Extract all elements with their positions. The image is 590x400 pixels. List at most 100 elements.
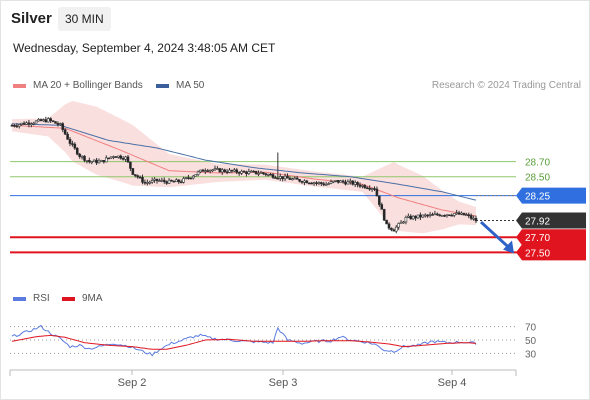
legend-ma50: MA 50 [156,80,204,91]
projection-arrow-shaft [479,220,512,250]
rsi-tick-label: 70 [525,323,537,334]
candle-body [194,174,197,177]
candle-body [153,178,156,181]
candle-body [407,215,410,218]
candle-body [402,221,405,224]
candle-body [208,169,212,172]
candle-body [414,215,417,219]
x-tick-label: Sep 4 [438,377,467,389]
candle-body [455,212,458,215]
candle-body [230,169,234,172]
candle-body [259,172,263,174]
candle-body [88,159,91,163]
candle-body [469,215,473,219]
candle-body [160,179,164,182]
candle-body [167,179,171,184]
candle-body [233,169,236,172]
candle-body [112,156,115,158]
candle-body [351,180,355,185]
candle-body [148,181,152,184]
candle-body [143,181,147,184]
candle-body [349,180,352,183]
candle-body [397,223,400,228]
candle-body [42,119,45,122]
candle-body [121,158,125,160]
candle-body [182,178,185,183]
candle-body [245,171,248,175]
candle-body [124,156,127,160]
report-datetime: Wednesday, September 4, 2024 3:48:05 AM … [13,41,276,55]
candle-body [17,124,21,127]
candle-body [271,174,275,178]
candle-body [363,185,367,189]
candle-body [373,188,376,190]
rsi-ma-swatch [62,296,75,301]
candle-body [146,182,149,184]
candle-body [365,187,369,190]
candle-body [133,174,137,176]
candle-body [119,155,123,159]
candle-body [336,179,340,183]
candle-body [283,175,287,180]
candle-body [83,155,86,161]
rsi-tick-label: 50 [525,336,537,347]
candle-body [278,176,282,179]
candle-body [95,159,98,164]
candle-body [382,209,386,221]
level-tag-28.25 [516,187,586,204]
candle-body [346,181,350,185]
candle-body [189,177,193,180]
candle-body [90,161,94,164]
legend-rsi-ma: 9MA [62,293,103,304]
candle-body [300,181,304,183]
candle-body [54,121,57,124]
candle-body [254,170,258,175]
interval-selector[interactable]: 30 MIN [58,7,111,31]
candle-body [324,184,328,186]
candle-body [22,122,26,125]
candle-body [117,155,120,158]
candle-body [78,153,81,157]
candle-body [472,217,475,220]
candle-body [474,217,478,222]
candle-body [136,175,139,178]
level-label-27.50: 27.50 [525,248,550,259]
level-label-28.50: 28.50 [525,173,550,184]
candle-body [419,214,422,218]
candle-body [30,123,33,126]
candle-body [394,226,398,232]
candle-body [375,188,379,197]
ma50-line [11,123,477,201]
level-label-27.92: 27.92 [525,217,550,228]
candle-body [303,180,306,183]
candle-body [462,212,466,216]
candle-body [341,180,345,183]
candle-body [15,125,19,128]
candle-body [361,185,364,187]
level-label-28.25: 28.25 [525,192,550,203]
candle-body [264,173,268,176]
candle-body [20,122,23,125]
candle-body [191,175,195,179]
candle-body [170,179,173,182]
candle-body [187,177,190,179]
candle-body [411,215,415,220]
ma20-swatch [13,83,26,88]
candle-body [312,182,316,185]
candle-body [262,172,265,174]
candle-body [392,229,396,232]
candle-body [467,214,471,217]
candle-body [114,156,118,158]
candle-body [295,177,299,180]
candle-body [228,169,231,173]
candle-body [138,176,142,179]
candle-body [39,119,43,122]
bollinger-band [12,100,476,234]
candle-body [353,182,357,185]
candle-body [25,122,28,125]
candle-body [68,139,72,144]
legend-ma20: MA 20 + Bollinger Bands [13,80,143,91]
candle-body [175,179,178,182]
candle-body [426,214,429,217]
